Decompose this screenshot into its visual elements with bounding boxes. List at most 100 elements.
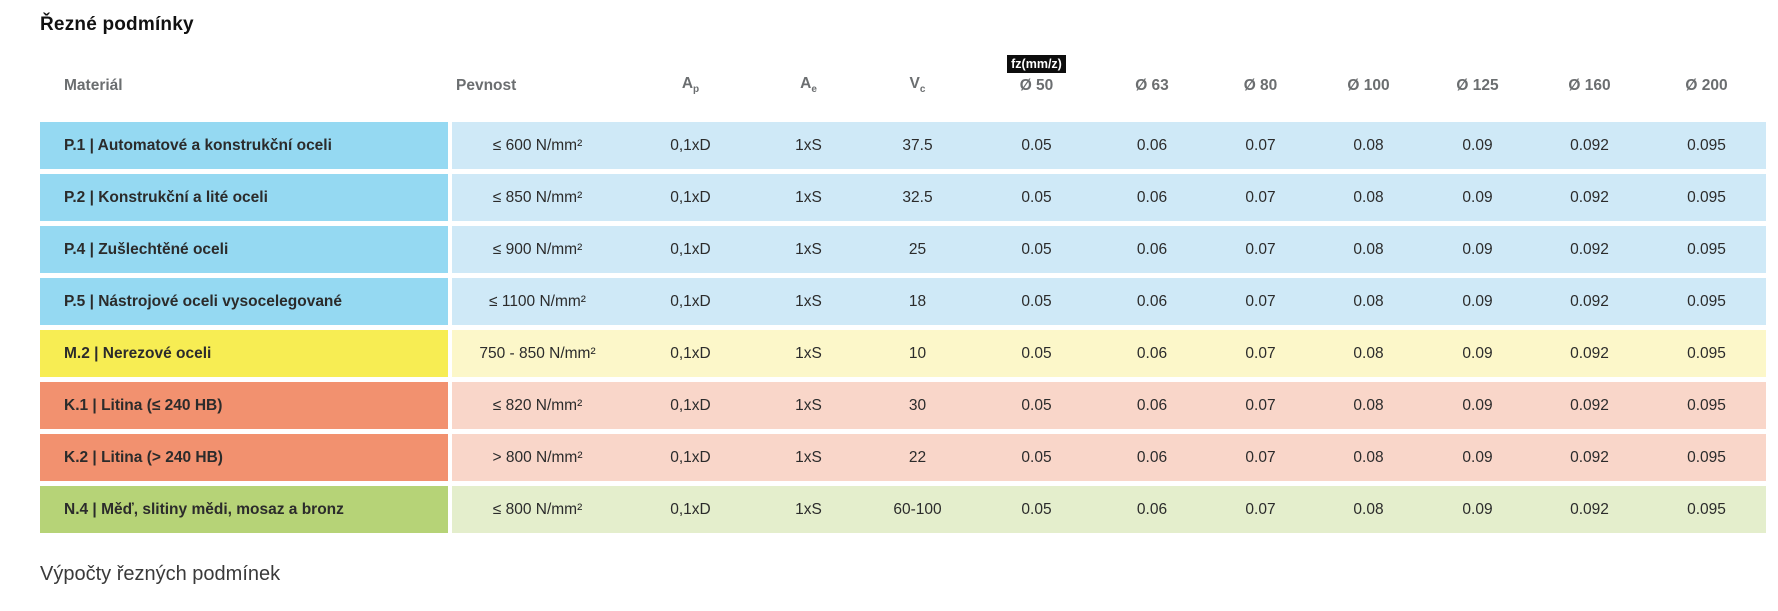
fz-unit-badge: fz(mm/z) bbox=[1007, 54, 1066, 73]
fz-cell-4: 0.09 bbox=[1423, 278, 1532, 325]
fz-cell-0: 0.05 bbox=[976, 382, 1097, 429]
vc-cell: 18 bbox=[859, 278, 976, 325]
col-header-vc: Vc bbox=[859, 75, 976, 102]
fz-cell-3: 0.08 bbox=[1314, 382, 1423, 429]
col-header-diameter-1: Ø 63 bbox=[1097, 77, 1207, 102]
pevnost-cell: ≤ 800 N/mm² bbox=[452, 486, 623, 533]
fz-cell-4: 0.09 bbox=[1423, 122, 1532, 169]
col-header-diameter-0: fz(mm/z) Ø 50 bbox=[976, 54, 1097, 102]
fz-cell-2: 0.07 bbox=[1207, 434, 1314, 481]
col-header-diameter-2: Ø 80 bbox=[1207, 77, 1314, 102]
pevnost-cell: ≤ 600 N/mm² bbox=[452, 122, 623, 169]
fz-cell-5: 0.092 bbox=[1532, 434, 1647, 481]
fz-cell-4: 0.09 bbox=[1423, 330, 1532, 377]
pevnost-cell: ≤ 900 N/mm² bbox=[452, 226, 623, 273]
fz-cell-3: 0.08 bbox=[1314, 330, 1423, 377]
fz-cell-1: 0.06 bbox=[1097, 434, 1207, 481]
fz-cell-1: 0.06 bbox=[1097, 122, 1207, 169]
fz-cell-1: 0.06 bbox=[1097, 226, 1207, 273]
col-header-diameter-6: Ø 200 bbox=[1647, 77, 1766, 102]
pevnost-cell: 750 - 850 N/mm² bbox=[452, 330, 623, 377]
col-header-vc-base: V bbox=[909, 74, 920, 92]
material-cell: P.4 | Zušlechtěné oceli bbox=[40, 226, 452, 273]
vc-cell: 25 bbox=[859, 226, 976, 273]
col-header-ap-base: A bbox=[681, 74, 694, 92]
col-header-diameter-label: Ø 50 bbox=[1019, 77, 1054, 94]
ap-cell: 0,1xD bbox=[623, 382, 758, 429]
col-header-vc-sub: c bbox=[919, 84, 926, 95]
table-row: K.1 | Litina (≤ 240 HB) ≤ 820 N/mm² 0,1x… bbox=[40, 382, 1778, 429]
ae-cell: 1xS bbox=[758, 226, 859, 273]
fz-cell-6: 0.095 bbox=[1647, 174, 1766, 221]
fz-cell-3: 0.08 bbox=[1314, 434, 1423, 481]
vc-cell: 22 bbox=[859, 434, 976, 481]
fz-cell-3: 0.08 bbox=[1314, 174, 1423, 221]
fz-cell-0: 0.05 bbox=[976, 278, 1097, 325]
fz-cell-2: 0.07 bbox=[1207, 174, 1314, 221]
pevnost-cell: ≤ 850 N/mm² bbox=[452, 174, 623, 221]
table-row: N.4 | Měď, slitiny mědi, mosaz a bronz ≤… bbox=[40, 486, 1778, 533]
table-body: P.1 | Automatové a konstrukční oceli ≤ 6… bbox=[40, 122, 1778, 533]
table-row: P.1 | Automatové a konstrukční oceli ≤ 6… bbox=[40, 122, 1778, 169]
ae-cell: 1xS bbox=[758, 486, 859, 533]
ap-cell: 0,1xD bbox=[623, 226, 758, 273]
fz-cell-3: 0.08 bbox=[1314, 278, 1423, 325]
col-header-diameter-3: Ø 100 bbox=[1314, 77, 1423, 102]
fz-cell-6: 0.095 bbox=[1647, 278, 1766, 325]
ap-cell: 0,1xD bbox=[623, 278, 758, 325]
col-header-diameter-label: Ø 63 bbox=[1135, 77, 1169, 94]
fz-cell-6: 0.095 bbox=[1647, 226, 1766, 273]
col-header-ap-sub: p bbox=[693, 84, 700, 95]
col-header-diameter-4: Ø 125 bbox=[1423, 77, 1532, 102]
page-title: Řezné podmínky bbox=[40, 14, 194, 35]
ae-cell: 1xS bbox=[758, 122, 859, 169]
material-cell: K.1 | Litina (≤ 240 HB) bbox=[40, 382, 452, 429]
table-row: P.2 | Konstrukční a lité oceli ≤ 850 N/m… bbox=[40, 174, 1778, 221]
vc-cell: 60-100 bbox=[859, 486, 976, 533]
fz-cell-2: 0.07 bbox=[1207, 122, 1314, 169]
vc-cell: 32.5 bbox=[859, 174, 976, 221]
table-header-row: Materiál Pevnost Ap Ae Vc fz(mm/z) Ø 50 Ø … bbox=[40, 54, 1778, 102]
ap-cell: 0,1xD bbox=[623, 434, 758, 481]
fz-cell-5: 0.092 bbox=[1532, 122, 1647, 169]
material-cell: P.5 | Nástrojové oceli vysocelegované bbox=[40, 278, 452, 325]
fz-cell-5: 0.092 bbox=[1532, 226, 1647, 273]
section-title-calculations: Výpočty řezných podmínek bbox=[40, 563, 281, 585]
table-row: K.2 | Litina (> 240 HB) > 800 N/mm² 0,1x… bbox=[40, 434, 1778, 481]
vc-cell: 30 bbox=[859, 382, 976, 429]
fz-cell-5: 0.092 bbox=[1532, 382, 1647, 429]
col-header-diameter-label: Ø 125 bbox=[1456, 77, 1499, 94]
col-header-diameter-label: Ø 160 bbox=[1568, 77, 1611, 94]
fz-cell-4: 0.09 bbox=[1423, 226, 1532, 273]
pevnost-cell: ≤ 820 N/mm² bbox=[452, 382, 623, 429]
ap-cell: 0,1xD bbox=[623, 122, 758, 169]
col-header-ae-sub: e bbox=[811, 84, 817, 95]
fz-cell-6: 0.095 bbox=[1647, 486, 1766, 533]
material-cell: N.4 | Měď, slitiny mědi, mosaz a bronz bbox=[40, 486, 452, 533]
fz-cell-1: 0.06 bbox=[1097, 278, 1207, 325]
fz-cell-6: 0.095 bbox=[1647, 330, 1766, 377]
ap-cell: 0,1xD bbox=[623, 330, 758, 377]
fz-cell-4: 0.09 bbox=[1423, 434, 1532, 481]
fz-cell-4: 0.09 bbox=[1423, 382, 1532, 429]
fz-cell-5: 0.092 bbox=[1532, 486, 1647, 533]
col-header-pevnost: Pevnost bbox=[456, 77, 517, 94]
fz-cell-0: 0.05 bbox=[976, 226, 1097, 273]
table-row: P.4 | Zušlechtěné oceli ≤ 900 N/mm² 0,1x… bbox=[40, 226, 1778, 273]
ap-cell: 0,1xD bbox=[623, 486, 758, 533]
pevnost-cell: ≤ 1100 N/mm² bbox=[452, 278, 623, 325]
col-header-ap: Ap bbox=[623, 75, 758, 102]
material-cell: P.1 | Automatové a konstrukční oceli bbox=[40, 122, 452, 169]
material-cell: M.2 | Nerezové oceli bbox=[40, 330, 452, 377]
fz-cell-3: 0.08 bbox=[1314, 486, 1423, 533]
fz-cell-4: 0.09 bbox=[1423, 174, 1532, 221]
material-cell: P.2 | Konstrukční a lité oceli bbox=[40, 174, 452, 221]
fz-cell-1: 0.06 bbox=[1097, 486, 1207, 533]
vc-cell: 10 bbox=[859, 330, 976, 377]
fz-cell-0: 0.05 bbox=[976, 122, 1097, 169]
ae-cell: 1xS bbox=[758, 330, 859, 377]
fz-cell-1: 0.06 bbox=[1097, 382, 1207, 429]
fz-cell-5: 0.092 bbox=[1532, 278, 1647, 325]
fz-cell-3: 0.08 bbox=[1314, 122, 1423, 169]
fz-cell-0: 0.05 bbox=[976, 174, 1097, 221]
